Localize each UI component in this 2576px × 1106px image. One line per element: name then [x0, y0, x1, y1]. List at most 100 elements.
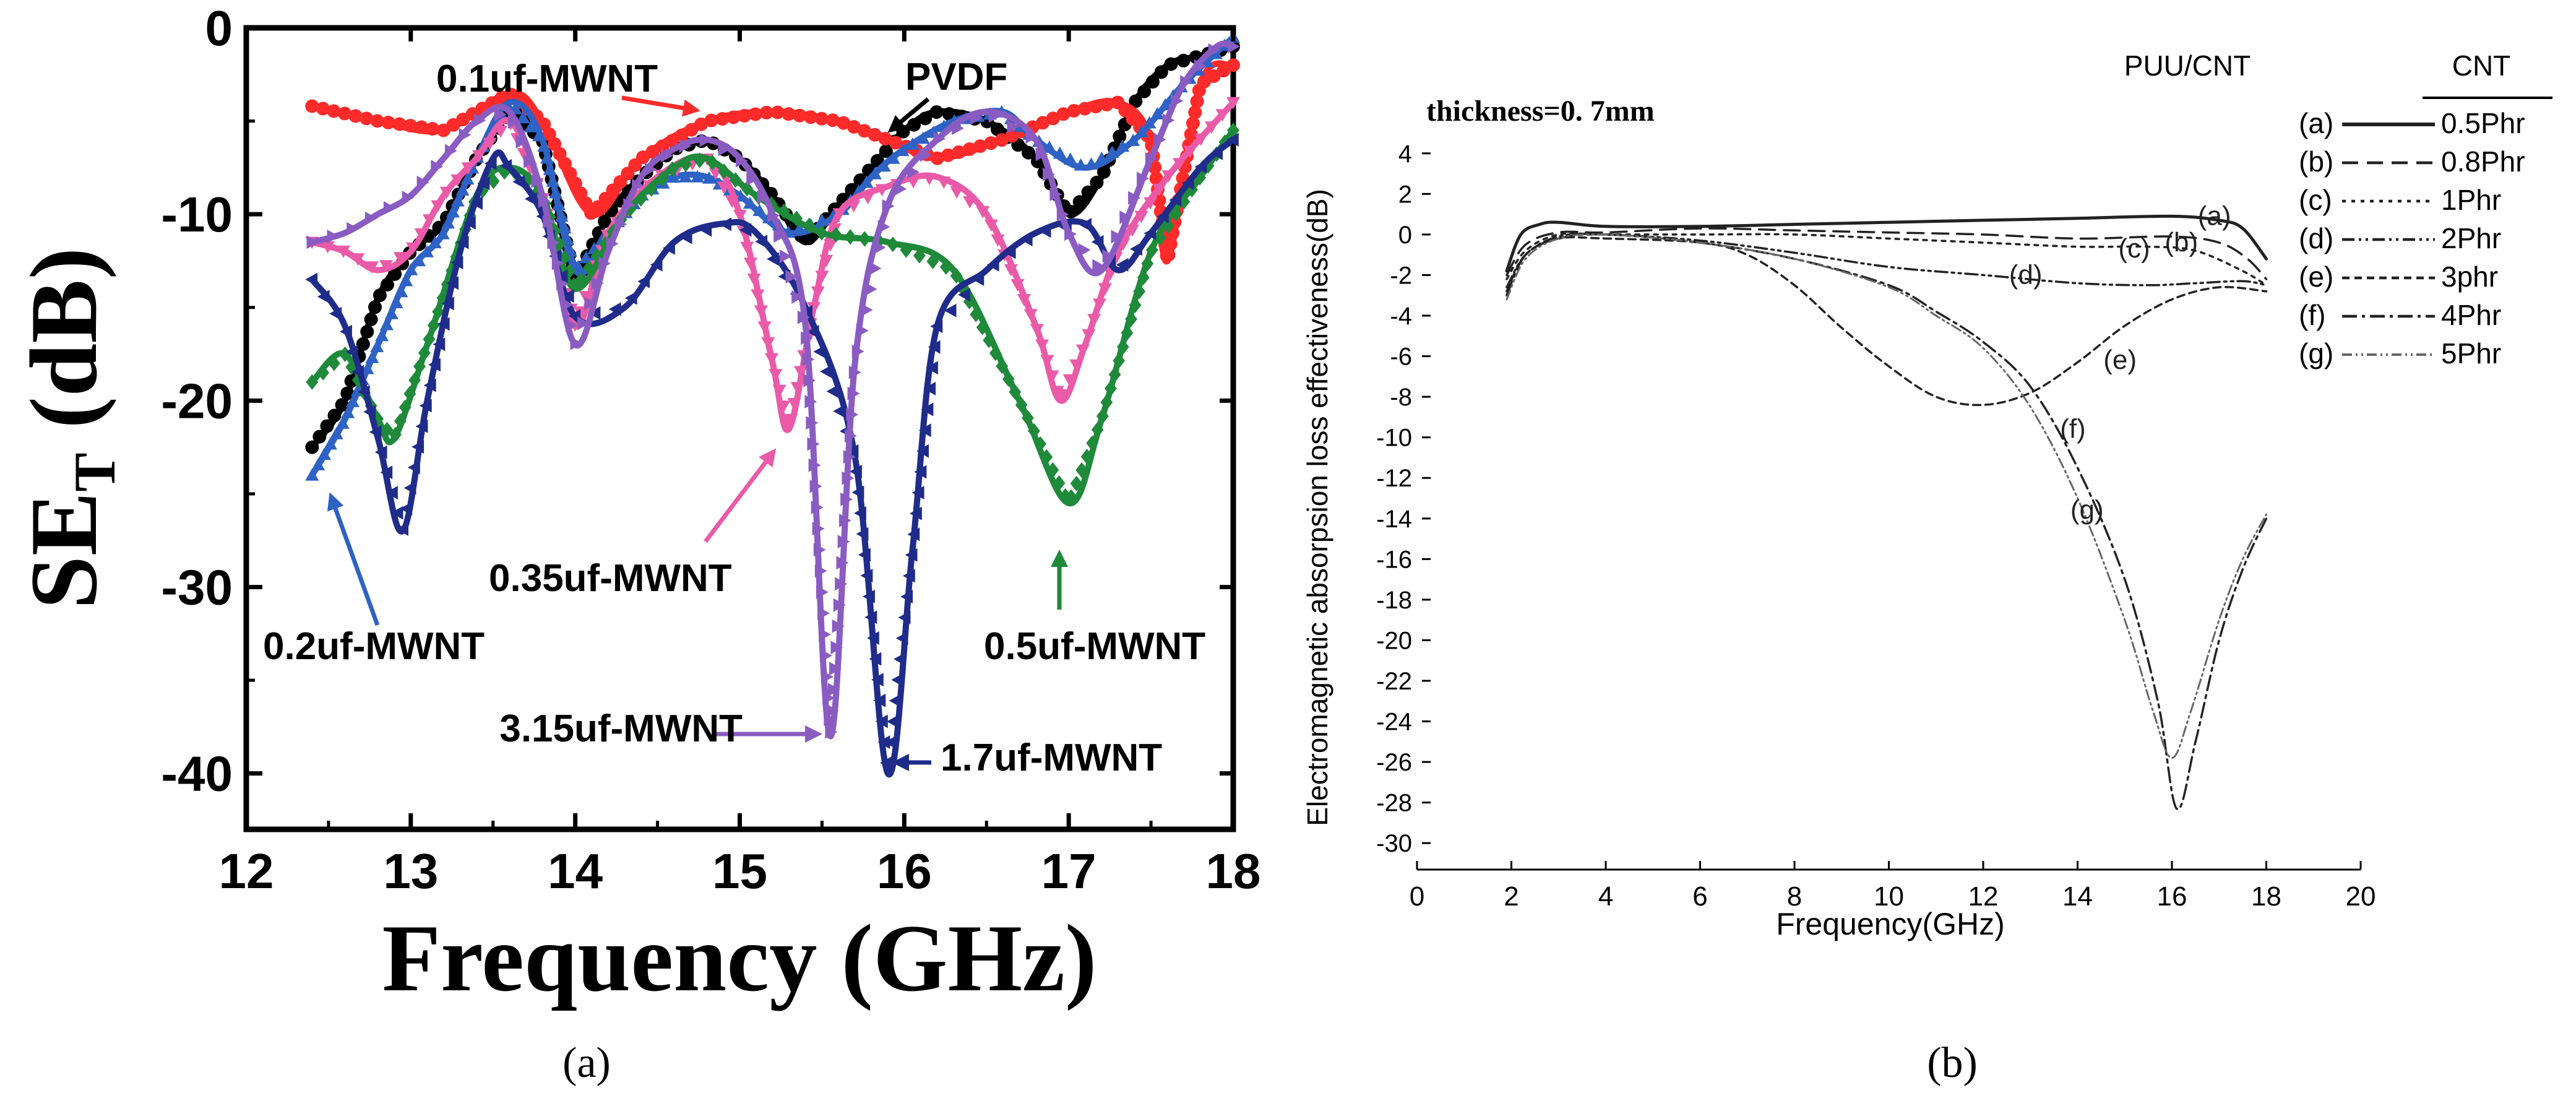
data-point — [386, 486, 398, 499]
data-point — [1040, 355, 1054, 368]
data-point — [1226, 58, 1240, 72]
legend-name: 5Phr — [2441, 337, 2501, 369]
legend-name: 0.8Phr — [2441, 145, 2525, 178]
data-point — [846, 200, 861, 213]
data-point — [900, 590, 913, 603]
data-point — [829, 662, 842, 676]
data-point — [483, 137, 497, 150]
data-point — [806, 416, 819, 430]
data-point — [679, 230, 692, 244]
annotation-0-1uf-mwnt: 0.1uf-MWNT — [436, 58, 658, 100]
a-y-tick-label: -30 — [161, 559, 233, 615]
data-point — [1130, 242, 1142, 256]
data-point — [415, 120, 429, 134]
data-point — [381, 421, 394, 438]
data-point — [441, 216, 455, 229]
data-point — [329, 426, 343, 439]
annotation-1-7uf-mwnt: 1.7uf-MWNT — [941, 737, 1162, 779]
data-point — [666, 170, 681, 183]
data-point — [815, 214, 829, 227]
legend-key: (b) — [2299, 145, 2333, 178]
data-point — [608, 302, 621, 316]
data-point — [470, 196, 483, 210]
data-point — [1080, 449, 1093, 465]
data-point — [941, 148, 955, 162]
panel-a-ylabel: SET (dB) — [11, 248, 127, 610]
data-point — [1059, 488, 1072, 504]
data-point — [790, 210, 803, 227]
data-point — [1063, 152, 1077, 165]
data-point — [1088, 100, 1103, 114]
data-point — [1183, 145, 1197, 158]
data-point — [811, 500, 824, 514]
data-point — [983, 332, 996, 348]
data-point — [814, 564, 827, 578]
data-point — [1208, 43, 1221, 57]
data-point — [1171, 93, 1184, 108]
data-point — [561, 298, 574, 312]
data-point — [754, 305, 768, 318]
series-3phr — [1506, 236, 2268, 407]
data-point — [860, 569, 873, 582]
data-point — [551, 256, 564, 270]
data-point — [819, 628, 831, 642]
data-point — [1053, 475, 1066, 491]
data-point — [1208, 46, 1223, 59]
data-point — [1145, 242, 1158, 258]
panel-b-thickness-note: thickness=0. 7mm — [1426, 95, 1655, 127]
data-point — [922, 173, 936, 186]
data-point — [1022, 145, 1036, 160]
data-point — [394, 413, 407, 429]
data-point — [1145, 75, 1160, 89]
data-point — [793, 108, 807, 123]
data-point — [1116, 139, 1130, 152]
data-point — [895, 144, 910, 157]
data-point — [645, 181, 658, 197]
series-0-5uf-mwnt — [306, 123, 1239, 507]
data-point — [706, 155, 719, 171]
data-point — [446, 276, 459, 290]
a-x-tick-label: 16 — [877, 844, 932, 899]
data-point — [836, 556, 849, 570]
annotation-0-5uf-mwnt: 0.5uf-MWNT — [984, 625, 1205, 668]
data-point — [423, 378, 436, 392]
data-point — [970, 111, 983, 125]
data-point — [566, 318, 578, 332]
data-point — [1169, 193, 1182, 207]
data-point — [875, 184, 889, 197]
data-point — [830, 641, 843, 654]
curve-label-a: (a) — [2198, 201, 2231, 231]
data-point — [327, 408, 342, 423]
data-point — [1067, 103, 1081, 118]
data-point — [1069, 359, 1083, 372]
data-point — [804, 395, 817, 408]
data-point — [1194, 59, 1207, 73]
data-point — [1096, 165, 1111, 179]
legend-entry-1phr: (c) 1Phr — [2299, 184, 2501, 216]
b-y-tick-label: -8 — [1390, 384, 1412, 411]
data-point — [583, 260, 595, 276]
data-point — [784, 413, 798, 426]
data-point — [552, 197, 566, 210]
data-point — [436, 227, 450, 240]
data-point — [991, 234, 1005, 247]
data-point — [889, 136, 903, 150]
data-point — [531, 174, 544, 188]
data-point — [769, 369, 783, 381]
data-point — [364, 313, 378, 327]
data-point — [375, 329, 389, 342]
data-point — [822, 691, 835, 705]
data-point — [389, 296, 403, 308]
data-point — [1065, 489, 1077, 505]
curve-label-d: (d) — [2009, 259, 2043, 290]
data-point — [525, 192, 537, 206]
data-point — [952, 121, 964, 136]
data-point — [1078, 102, 1092, 116]
data-point — [316, 102, 330, 116]
data-point — [844, 229, 856, 245]
legend-key: (a) — [2299, 107, 2333, 139]
panel-a-xlabel: Frequency (GHz) — [382, 905, 1096, 1011]
data-point — [1134, 125, 1148, 137]
legend-key: (c) — [2299, 184, 2332, 216]
data-point — [402, 191, 415, 205]
